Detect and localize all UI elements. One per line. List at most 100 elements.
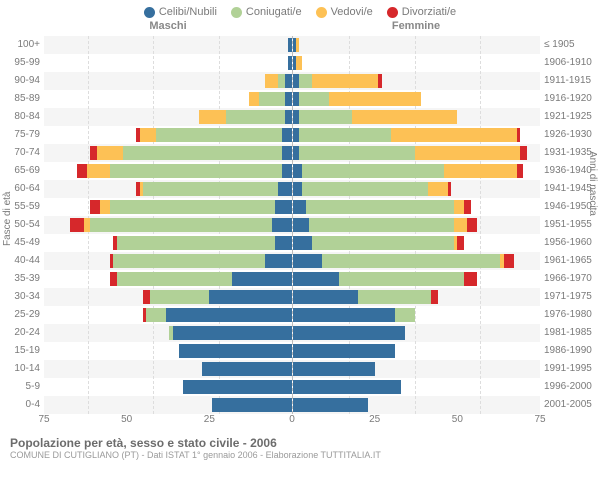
bar-segment bbox=[299, 128, 391, 142]
bar-segment bbox=[110, 164, 282, 178]
bar-male bbox=[77, 164, 292, 178]
header-female: Femmine bbox=[292, 20, 540, 32]
y-left-label: 10-14 bbox=[0, 360, 40, 378]
y-left-label: 15-19 bbox=[0, 342, 40, 360]
legend: Celibi/Nubili Coniugati/e Vedovi/e Divorzia… bbox=[0, 0, 600, 20]
y-left-label: 80-84 bbox=[0, 108, 40, 126]
bar-segment bbox=[293, 326, 405, 340]
gender-headers: Maschi Femmine bbox=[0, 20, 600, 36]
bar-segment bbox=[293, 308, 395, 322]
bar-segment bbox=[77, 164, 87, 178]
y-left-label: 85-89 bbox=[0, 90, 40, 108]
bar-segment bbox=[293, 380, 402, 394]
legend-item: Coniugati/e bbox=[231, 6, 302, 18]
bar-segment bbox=[278, 74, 285, 88]
bar-segment bbox=[431, 290, 438, 304]
bar-segment bbox=[97, 146, 123, 160]
bar-female bbox=[293, 182, 451, 196]
bar-segment bbox=[520, 146, 527, 160]
bar-segment bbox=[90, 146, 97, 160]
bar-male bbox=[143, 308, 292, 322]
x-tick: 75 bbox=[38, 414, 49, 425]
x-tick: 0 bbox=[289, 414, 295, 425]
bar-female bbox=[293, 38, 300, 52]
y-left-label: 100+ bbox=[0, 36, 40, 54]
bar-segment bbox=[293, 254, 323, 268]
bar-female bbox=[293, 380, 402, 394]
bar-segment bbox=[282, 164, 292, 178]
legend-item: Divorziati/e bbox=[387, 6, 456, 18]
y-left-label: 20-24 bbox=[0, 324, 40, 342]
legend-label: Vedovi/e bbox=[331, 6, 373, 18]
chart-area: 100+95-9990-9485-8980-8475-7970-7465-696… bbox=[0, 36, 600, 414]
bar-segment bbox=[293, 74, 300, 88]
y-right-label: 1956-1960 bbox=[544, 234, 600, 252]
bar-segment bbox=[278, 182, 291, 196]
y-left-label: 75-79 bbox=[0, 126, 40, 144]
bar-segment bbox=[293, 218, 309, 232]
bar-segment bbox=[150, 290, 209, 304]
bar-male bbox=[183, 380, 292, 394]
bar-segment bbox=[199, 110, 225, 124]
bar-segment bbox=[428, 182, 448, 196]
bar-segment bbox=[517, 128, 520, 142]
x-axis: 7550250255075 bbox=[0, 414, 600, 428]
y-right-label: 1981-1985 bbox=[544, 324, 600, 342]
bar-segment bbox=[299, 74, 312, 88]
bar-male bbox=[136, 182, 291, 196]
bar-segment bbox=[84, 218, 91, 232]
bar-segment bbox=[259, 92, 285, 106]
bar-segment bbox=[464, 200, 471, 214]
bar-segment bbox=[302, 182, 427, 196]
y-right-label: 1966-1970 bbox=[544, 270, 600, 288]
bar-segment bbox=[293, 362, 376, 376]
bar-segment bbox=[212, 398, 291, 412]
bar-male bbox=[199, 110, 291, 124]
y-right-label: 1911-1915 bbox=[544, 72, 600, 90]
bar-male bbox=[70, 218, 291, 232]
chart-row bbox=[44, 270, 540, 288]
bar-segment bbox=[457, 236, 464, 250]
bar-segment bbox=[265, 254, 291, 268]
chart-row bbox=[44, 360, 540, 378]
bar-male bbox=[265, 74, 291, 88]
legend-label: Divorziati/e bbox=[402, 6, 456, 18]
bar-male bbox=[143, 290, 292, 304]
bar-segment bbox=[117, 236, 275, 250]
bar-segment bbox=[444, 164, 517, 178]
bar-female bbox=[293, 398, 369, 412]
bar-female bbox=[293, 110, 458, 124]
bar-segment bbox=[352, 110, 458, 124]
bar-segment bbox=[100, 200, 110, 214]
bar-female bbox=[293, 128, 521, 142]
bar-segment bbox=[395, 308, 415, 322]
bar-segment bbox=[285, 74, 292, 88]
bar-segment bbox=[166, 308, 291, 322]
bar-segment bbox=[312, 74, 378, 88]
bar-segment bbox=[293, 398, 369, 412]
legend-dot bbox=[231, 7, 242, 18]
y-left-label: 45-49 bbox=[0, 234, 40, 252]
bar-segment bbox=[293, 92, 300, 106]
bar-segment bbox=[358, 290, 431, 304]
bar-segment bbox=[232, 272, 291, 286]
legend-label: Coniugati/e bbox=[246, 6, 302, 18]
legend-label: Celibi/Nubili bbox=[159, 6, 217, 18]
chart-row bbox=[44, 252, 540, 270]
bar-segment bbox=[293, 164, 303, 178]
chart-row bbox=[44, 342, 540, 360]
bar-female bbox=[293, 56, 303, 70]
chart-row bbox=[44, 126, 540, 144]
bar-male bbox=[249, 92, 292, 106]
y-left-label: 40-44 bbox=[0, 252, 40, 270]
bar-segment bbox=[296, 56, 303, 70]
chart-row bbox=[44, 288, 540, 306]
bar-segment bbox=[282, 146, 292, 160]
y-right-label: 1971-1975 bbox=[544, 288, 600, 306]
bar-segment bbox=[183, 380, 292, 394]
bar-segment bbox=[293, 146, 300, 160]
chart-row bbox=[44, 72, 540, 90]
chart-row bbox=[44, 306, 540, 324]
chart-title: Popolazione per età, sesso e stato civil… bbox=[10, 436, 590, 450]
bar-segment bbox=[299, 110, 352, 124]
